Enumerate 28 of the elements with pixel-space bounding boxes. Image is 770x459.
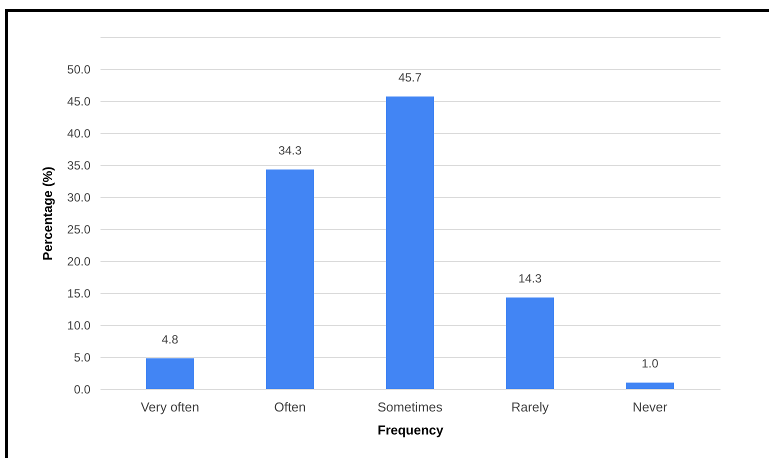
y-tick-label: 45.0 <box>67 94 91 108</box>
x-tick-label: Never <box>632 400 668 414</box>
bar <box>626 382 674 389</box>
x-tick-label: Often <box>274 400 306 414</box>
bar <box>146 358 194 389</box>
y-tick-label: 10.0 <box>67 318 91 332</box>
y-tick-label: 25.0 <box>67 222 91 236</box>
data-label: 1.0 <box>642 356 659 371</box>
y-tick-label: 50.0 <box>67 62 91 76</box>
data-label: 4.8 <box>162 332 179 346</box>
bar <box>266 169 314 389</box>
x-tick-label: Rarely <box>511 400 550 414</box>
data-label: 45.7 <box>398 70 422 85</box>
y-tick-label: 30.0 <box>67 190 91 204</box>
x-tick-label: Very often <box>140 400 200 414</box>
y-tick-label: 20.0 <box>67 254 91 268</box>
bar <box>506 297 554 389</box>
y-tick-label: 15.0 <box>67 286 91 300</box>
bar <box>386 96 434 389</box>
y-tick-label: 35.0 <box>67 158 91 172</box>
x-axis-title: Frequency <box>378 422 444 438</box>
data-label: 34.3 <box>278 143 302 158</box>
y-tick-label: 0.0 <box>74 382 91 396</box>
y-tick-label: 5.0 <box>74 350 91 364</box>
y-tick-label: 40.0 <box>67 126 91 140</box>
data-label: 14.3 <box>518 271 542 286</box>
y-axis-title: Percentage (%) <box>40 166 56 260</box>
x-tick-label: Sometimes <box>377 400 444 414</box>
